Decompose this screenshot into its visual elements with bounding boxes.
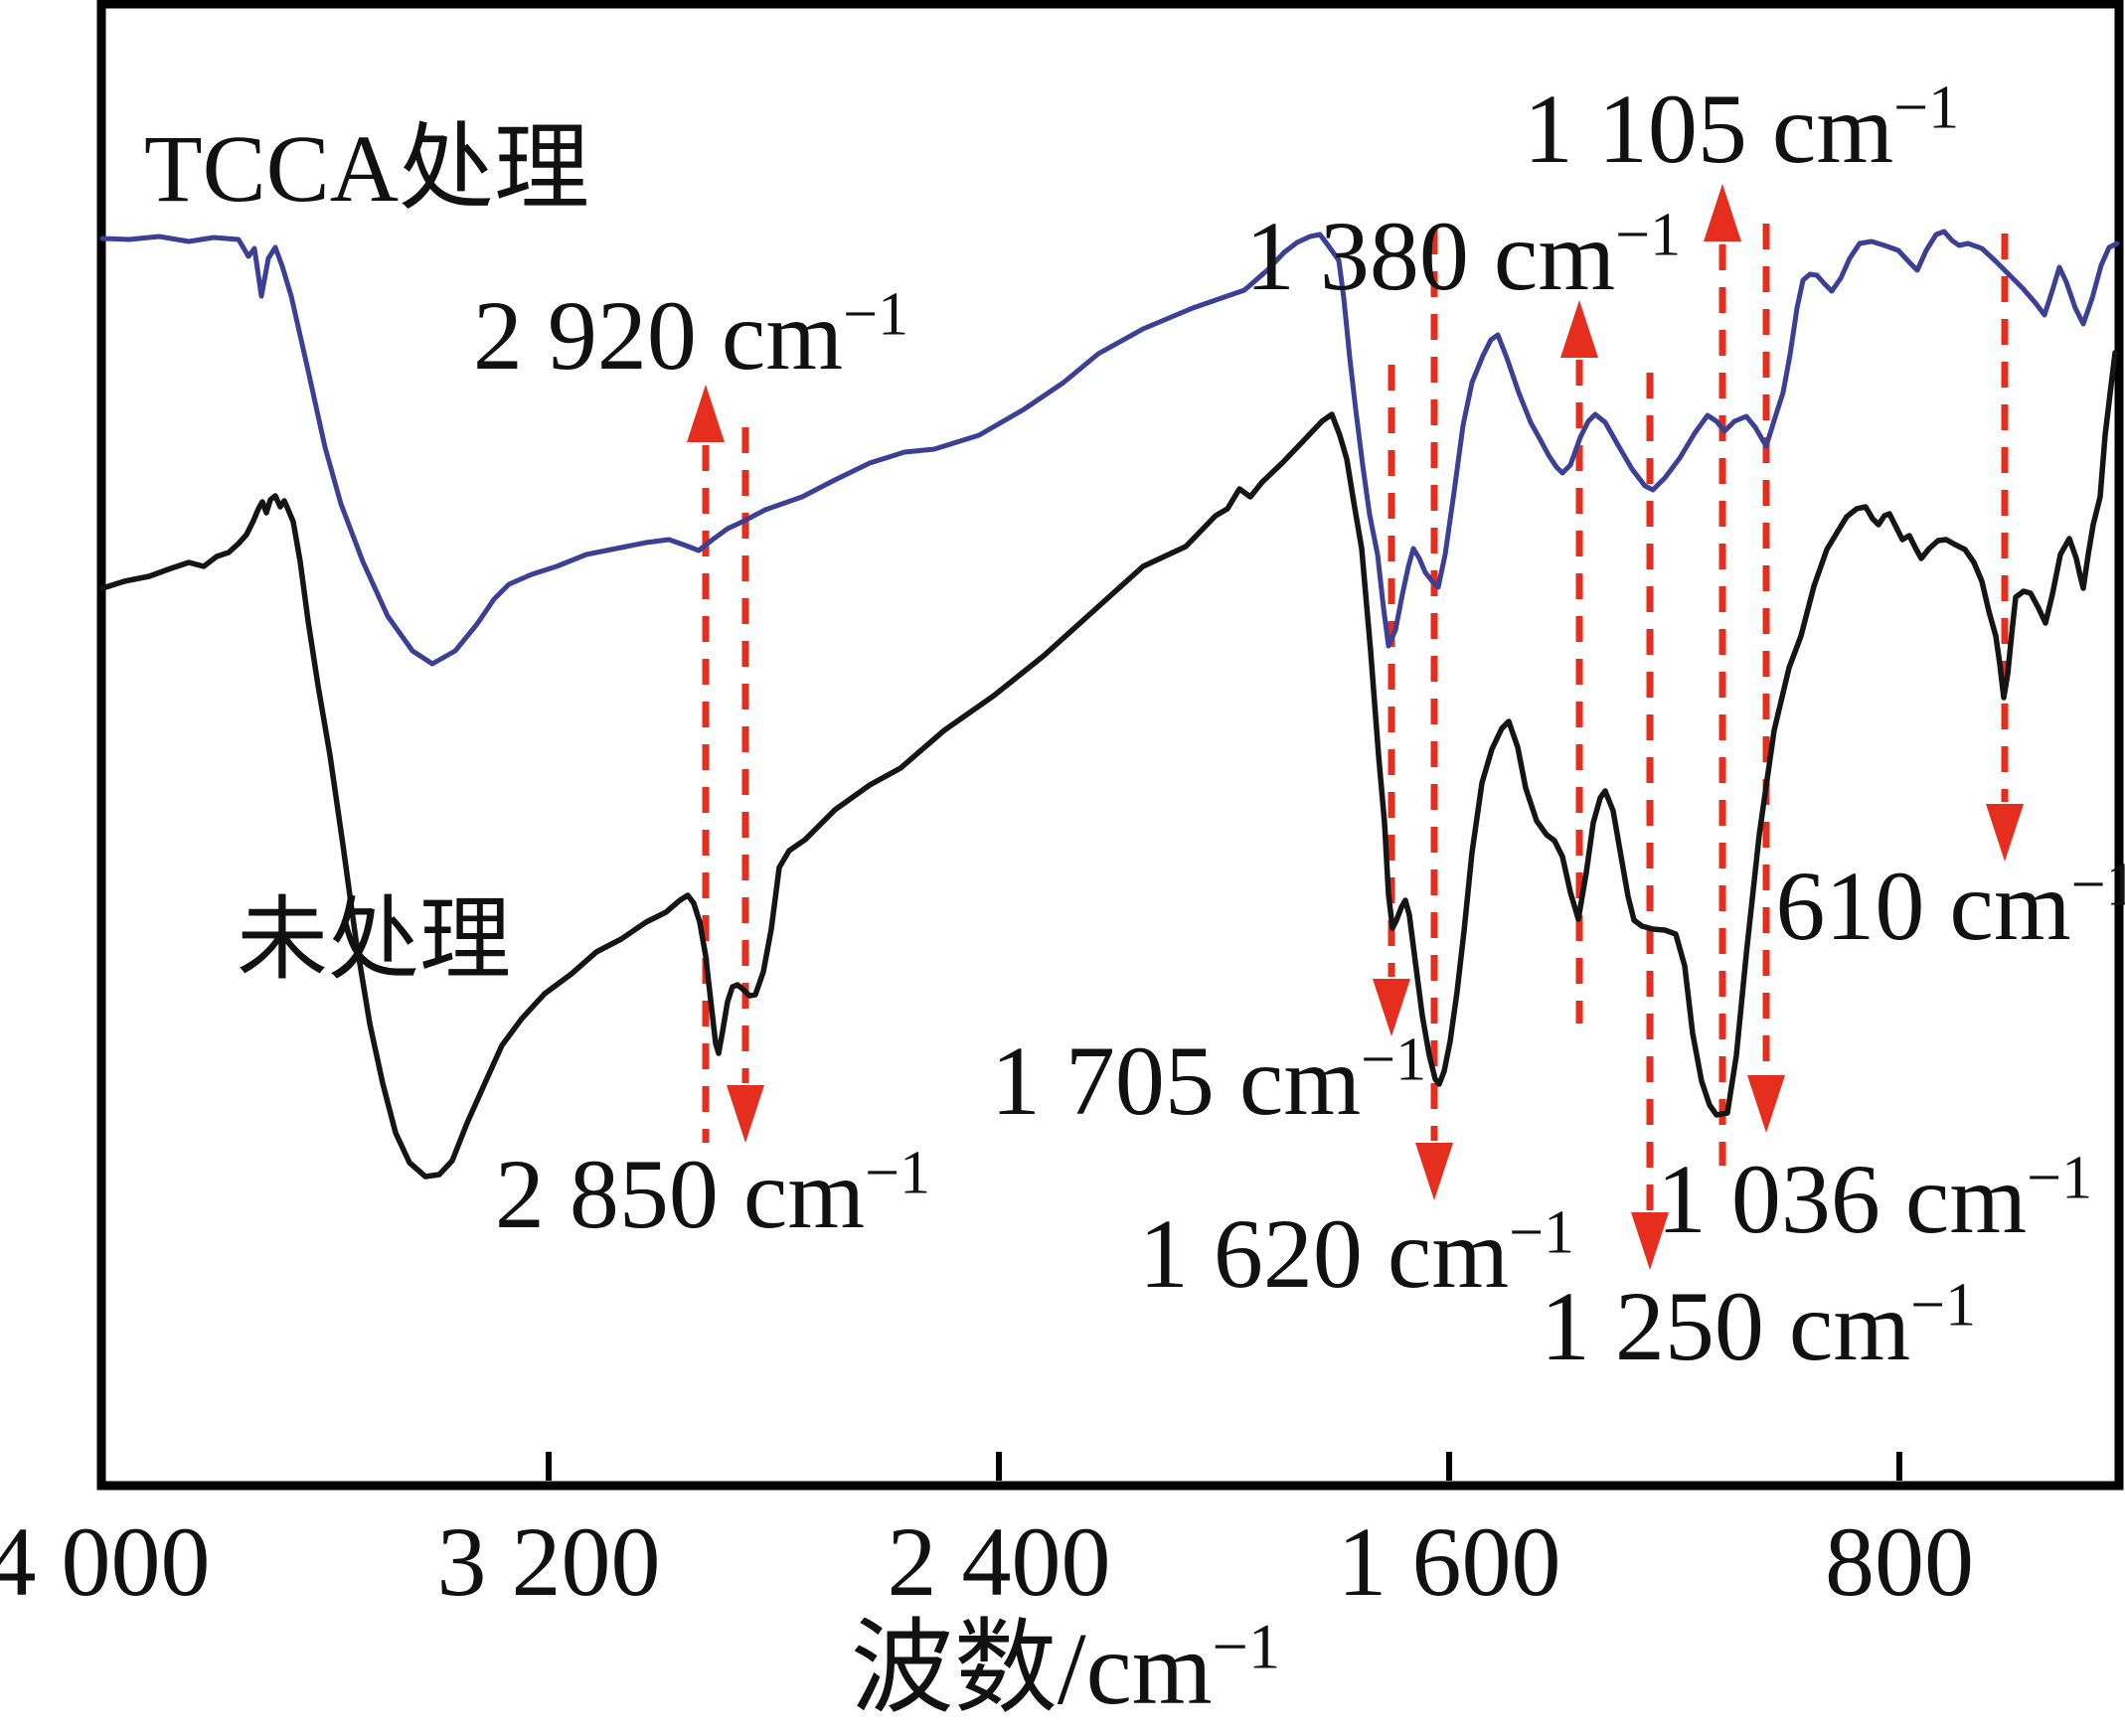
peak-1036-label-superscript: −1	[2027, 1144, 2093, 1212]
series-label-untreated: 未处理	[237, 889, 512, 991]
spectrum-curve-untreated	[99, 350, 2118, 1180]
peak-2920-label-text: 2 920 cm	[472, 280, 844, 391]
peak-1620-label-superscript: −1	[1509, 1198, 1575, 1267]
x-axis-tick-label-800: 800	[1825, 1506, 1974, 1617]
x-axis-tick-label-3200: 3 200	[436, 1506, 661, 1617]
peak-1620-label: 1 620 cm−1	[1139, 1202, 1574, 1304]
peak-1250-label-text: 1 250 cm	[1540, 1271, 1911, 1381]
peak-1036-arrowhead-down	[1747, 1075, 1785, 1133]
peak-1105-label-text: 1 105 cm	[1523, 74, 1894, 184]
peak-2920-label-superscript: −1	[843, 280, 909, 349]
peak-2850-label-text: 2 850 cm	[494, 1139, 866, 1249]
peak-1620-label-text: 1 620 cm	[1138, 1198, 1510, 1309]
peak-1620-arrowhead-down	[1415, 1143, 1453, 1200]
plot-frame	[96, 0, 2124, 1491]
peak-1380-label-text: 1 380 cm	[1244, 201, 1616, 311]
peak-610-label-superscript: −1	[2070, 851, 2125, 919]
peak-1705-label: 1 705 cm−1	[991, 1029, 1426, 1131]
x-axis-tick-label-4000: 4 000	[0, 1506, 211, 1617]
peak-1705-arrowhead-down	[1373, 979, 1410, 1036]
peak-2920-arrowhead-up	[687, 385, 725, 442]
peak-2850-label-superscript: −1	[865, 1139, 931, 1207]
peak-2920-label: 2 920 cm−1	[473, 284, 908, 386]
x-axis-title-superscript: −1	[1212, 1611, 1281, 1682]
peak-1250-arrowhead-down	[1631, 1212, 1669, 1270]
peak-1250-label: 1 250 cm−1	[1541, 1275, 1976, 1376]
peak-1105-arrowhead-up	[1704, 184, 1741, 241]
peak-610-label-text: 610 cm	[1775, 851, 2071, 961]
series-label-tcca-treated: TCCA处理	[144, 115, 590, 222]
peak-1036-label: 1 036 cm−1	[1657, 1148, 2092, 1249]
x-axis-title-text: 波数/cm	[850, 1612, 1213, 1726]
peak-1105-label: 1 105 cm−1	[1524, 78, 1959, 179]
x-axis-title: 波数/cm−1	[851, 1615, 1281, 1721]
peak-610-arrowhead-down	[1986, 804, 2024, 862]
peak-1380-label: 1 380 cm−1	[1245, 205, 1681, 306]
x-axis-tick-label-2400: 2 400	[887, 1506, 1111, 1617]
peak-1705-label-superscript: −1	[1361, 1026, 1427, 1094]
peak-1380-arrowhead-up	[1560, 300, 1598, 358]
peak-2850-arrowhead-down	[727, 1085, 764, 1143]
peak-1036-label-text: 1 036 cm	[1656, 1144, 2028, 1254]
spectrum-curve-treated	[99, 229, 2120, 667]
peak-1380-label-superscript: −1	[1615, 201, 1682, 269]
peak-1250-label-superscript: −1	[1910, 1271, 1977, 1340]
peak-610-label: 610 cm−1	[1775, 855, 2125, 956]
x-axis-tick-label-1600: 1 600	[1337, 1506, 1561, 1617]
peak-2850-label: 2 850 cm−1	[495, 1143, 930, 1244]
peak-1105-label-superscript: −1	[1893, 74, 1960, 142]
peak-1705-label-text: 1 705 cm	[990, 1026, 1362, 1136]
